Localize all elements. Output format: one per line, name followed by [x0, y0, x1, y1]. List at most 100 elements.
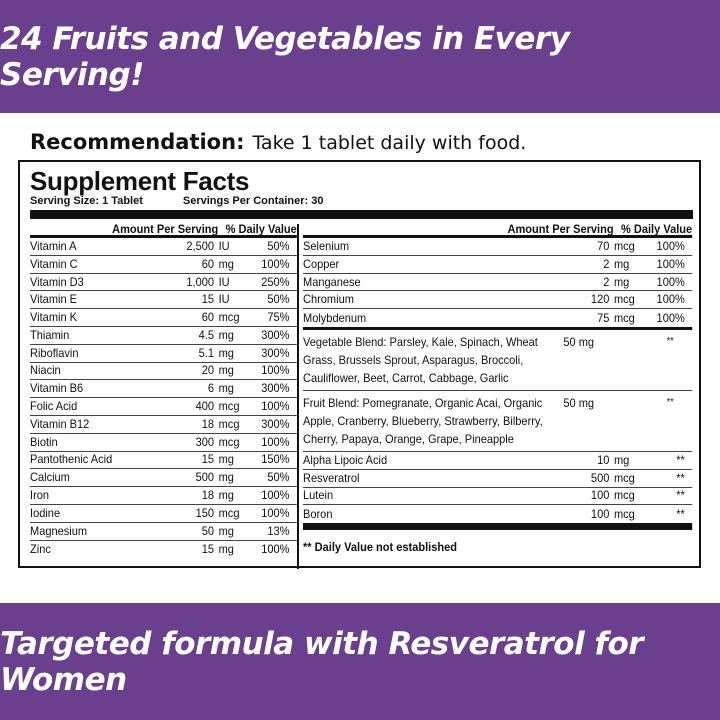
unit: mg — [218, 452, 234, 467]
column-header: Amount Per Serving % Daily Value — [303, 222, 693, 238]
facts-title: Supplement Facts — [30, 166, 250, 196]
daily-value: 100% — [261, 256, 290, 271]
nutrient-name: Alpha Lipoic Acid — [303, 452, 388, 467]
nutrient-name: Riboflavin — [30, 345, 79, 360]
unit: mg — [218, 345, 234, 360]
unit: mcg — [218, 434, 240, 449]
recommendation: Recommendation: Take 1 tablet daily with … — [30, 130, 526, 154]
serving-info: Serving Size: 1 Tablet Servings Per Conta… — [30, 195, 324, 207]
nutrient-name: Thiamin — [30, 327, 70, 342]
nutrient-row: Pantothenic Acid 15 mg 150% — [30, 452, 297, 470]
daily-value: 100% — [261, 399, 290, 414]
daily-value: ** — [676, 452, 685, 467]
blend-name: Fruit Blend: Pomegranate, Organic Acai, … — [303, 395, 543, 446]
daily-value: 300% — [261, 345, 290, 360]
nutrient-name: Magnesium — [30, 523, 88, 538]
daily-value: ** — [666, 335, 674, 347]
nutrient-name: Niacin — [30, 363, 61, 378]
nutrient-row: Thiamin 4.5 mg 300% — [30, 327, 297, 345]
nutrient-row: Vitamin A 2,500 IU 50% — [30, 238, 297, 256]
unit: mg — [613, 274, 630, 289]
nutrient-name: Iron — [30, 488, 50, 503]
amount: 120 — [590, 292, 610, 307]
nutrient-name: Molybdenum — [303, 310, 367, 325]
nutrient-name: Calcium — [30, 470, 70, 485]
daily-value: ** — [666, 396, 674, 408]
amount: 300 — [195, 434, 214, 449]
amount: 500 — [195, 470, 214, 485]
nutrient-name: Vitamin B12 — [30, 416, 90, 431]
nutrient-name: Copper — [303, 256, 340, 271]
nutrient-name: Chromium — [303, 292, 354, 307]
unit: mg — [613, 256, 630, 271]
amount: 60 — [201, 256, 214, 271]
unit: mcg — [218, 416, 240, 431]
amount: 2,500 — [186, 238, 214, 253]
blend-name: Vegetable Blend: Parsley, Kale, Spinach,… — [303, 334, 538, 385]
daily-value: 100% — [261, 541, 290, 556]
daily-value: ** — [676, 470, 685, 485]
amount-header: Amount Per Serving — [112, 222, 219, 236]
amount: 2 — [603, 274, 610, 289]
daily-value: 150% — [261, 452, 290, 467]
daily-value: 300% — [261, 381, 290, 396]
daily-value: 100% — [261, 505, 290, 520]
nutrient-name: Pantothenic Acid — [30, 452, 113, 467]
nutrient-row: Vitamin B12 18 mcg 300% — [30, 416, 297, 434]
nutrient-row: Vitamin E 15 IU 50% — [30, 291, 297, 310]
daily-value: 300% — [261, 416, 290, 431]
nutrient-row: Selenium 70 mcg 100% — [303, 238, 693, 256]
unit: mcg — [613, 506, 635, 521]
daily-value: 100% — [261, 488, 290, 503]
column-divider — [297, 224, 299, 569]
divider — [30, 210, 693, 219]
amount: 400 — [195, 399, 214, 414]
daily-value: 100% — [261, 434, 290, 449]
daily-value: 300% — [261, 327, 290, 342]
amount: 2 — [603, 256, 610, 271]
nutrient-row: Chromium 120 mcg 100% — [303, 291, 693, 310]
blend-row: Fruit Blend: Pomegranate, Organic Acai, … — [303, 391, 693, 452]
top-banner: 24 Fruits and Vegetables in Every Servin… — [0, 0, 720, 113]
banner-subtitle: Targeted formula with Resveratrol for Wo… — [0, 625, 644, 698]
nutrient-name: Vitamin K — [30, 310, 78, 325]
left-column: Amount Per Serving % Daily Value Vitamin … — [30, 222, 297, 558]
amount: 15 — [201, 292, 214, 307]
unit: mg — [613, 452, 630, 467]
recommendation-text: Take 1 tablet daily with food. — [252, 132, 527, 154]
unit: mcg — [613, 310, 635, 325]
nutrient-row: Vitamin D3 1,000 IU 250% — [30, 274, 297, 292]
servings-per-container: Servings Per Container: 30 — [182, 195, 324, 207]
amount: 6 — [207, 381, 214, 396]
unit: mg — [218, 523, 234, 538]
nutrient-name: Vitamin C — [30, 256, 78, 271]
serving-size: Serving Size: 1 Tablet — [30, 195, 143, 207]
right-column: Amount Per Serving % Daily Value Selenium… — [303, 222, 693, 554]
unit: IU — [218, 292, 230, 307]
daily-value: 50% — [267, 292, 290, 307]
amount: 4.5 — [198, 327, 214, 342]
amount: 1,000 — [186, 274, 214, 289]
unit: mcg — [218, 399, 240, 414]
unit: mg — [218, 327, 234, 342]
dv-header: % Daily Value — [620, 222, 693, 236]
nutrient-name: Boron — [303, 506, 333, 521]
dv-header: % Daily Value — [225, 222, 297, 236]
nutrient-row: Biotin 300 mcg 100% — [30, 434, 297, 452]
supplement-facts-panel: Supplement Facts Serving Size: 1 Tablet S… — [18, 160, 701, 569]
nutrient-row: Zinc 15 mg 100% — [30, 541, 297, 559]
nutrient-row: Manganese 2 mg 100% — [303, 274, 693, 292]
nutrient-row: Resveratrol 500 mcg ** — [303, 470, 693, 488]
unit: mcg — [218, 310, 240, 325]
amount: 50 mg — [563, 334, 595, 349]
unit: mcg — [613, 488, 635, 503]
amount: 50 — [201, 523, 214, 538]
bottom-banner: Targeted formula with Resveratrol for Wo… — [0, 603, 720, 720]
amount: 60 — [201, 310, 214, 325]
daily-value: 100% — [261, 363, 290, 378]
amount: 10 — [597, 452, 610, 467]
nutrient-row: Calcium 500 mg 50% — [30, 469, 297, 488]
amount: 18 — [201, 416, 214, 431]
nutrient-name: Vitamin D3 — [30, 274, 84, 289]
footnote: ** Daily Value not established — [303, 523, 693, 554]
